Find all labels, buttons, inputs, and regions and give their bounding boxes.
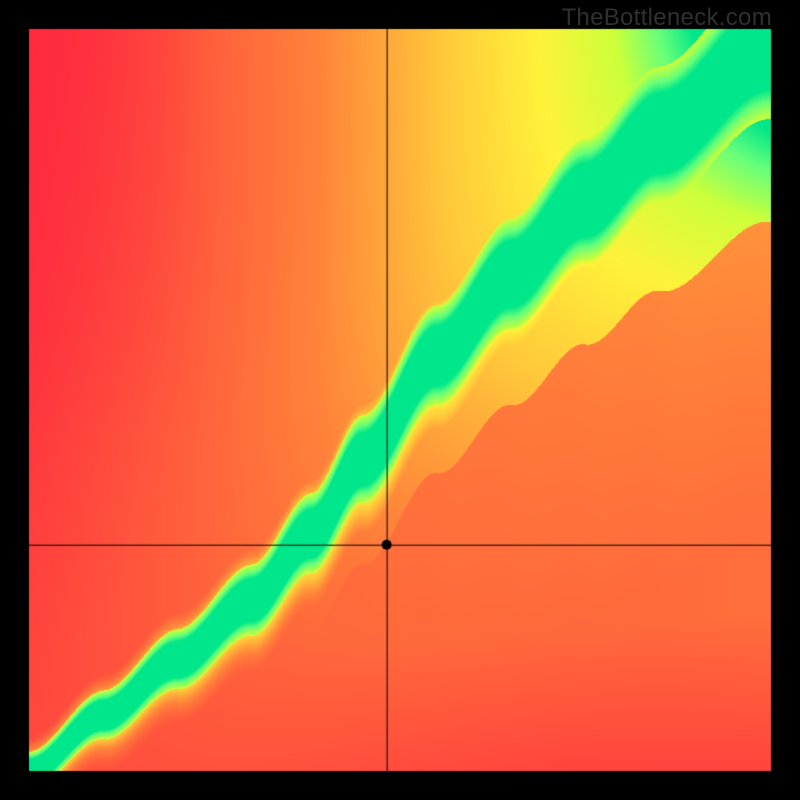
figure-container: TheBottleneck.com [0, 0, 800, 800]
bottleneck-heatmap [0, 0, 800, 800]
watermark-text: TheBottleneck.com [561, 4, 772, 32]
